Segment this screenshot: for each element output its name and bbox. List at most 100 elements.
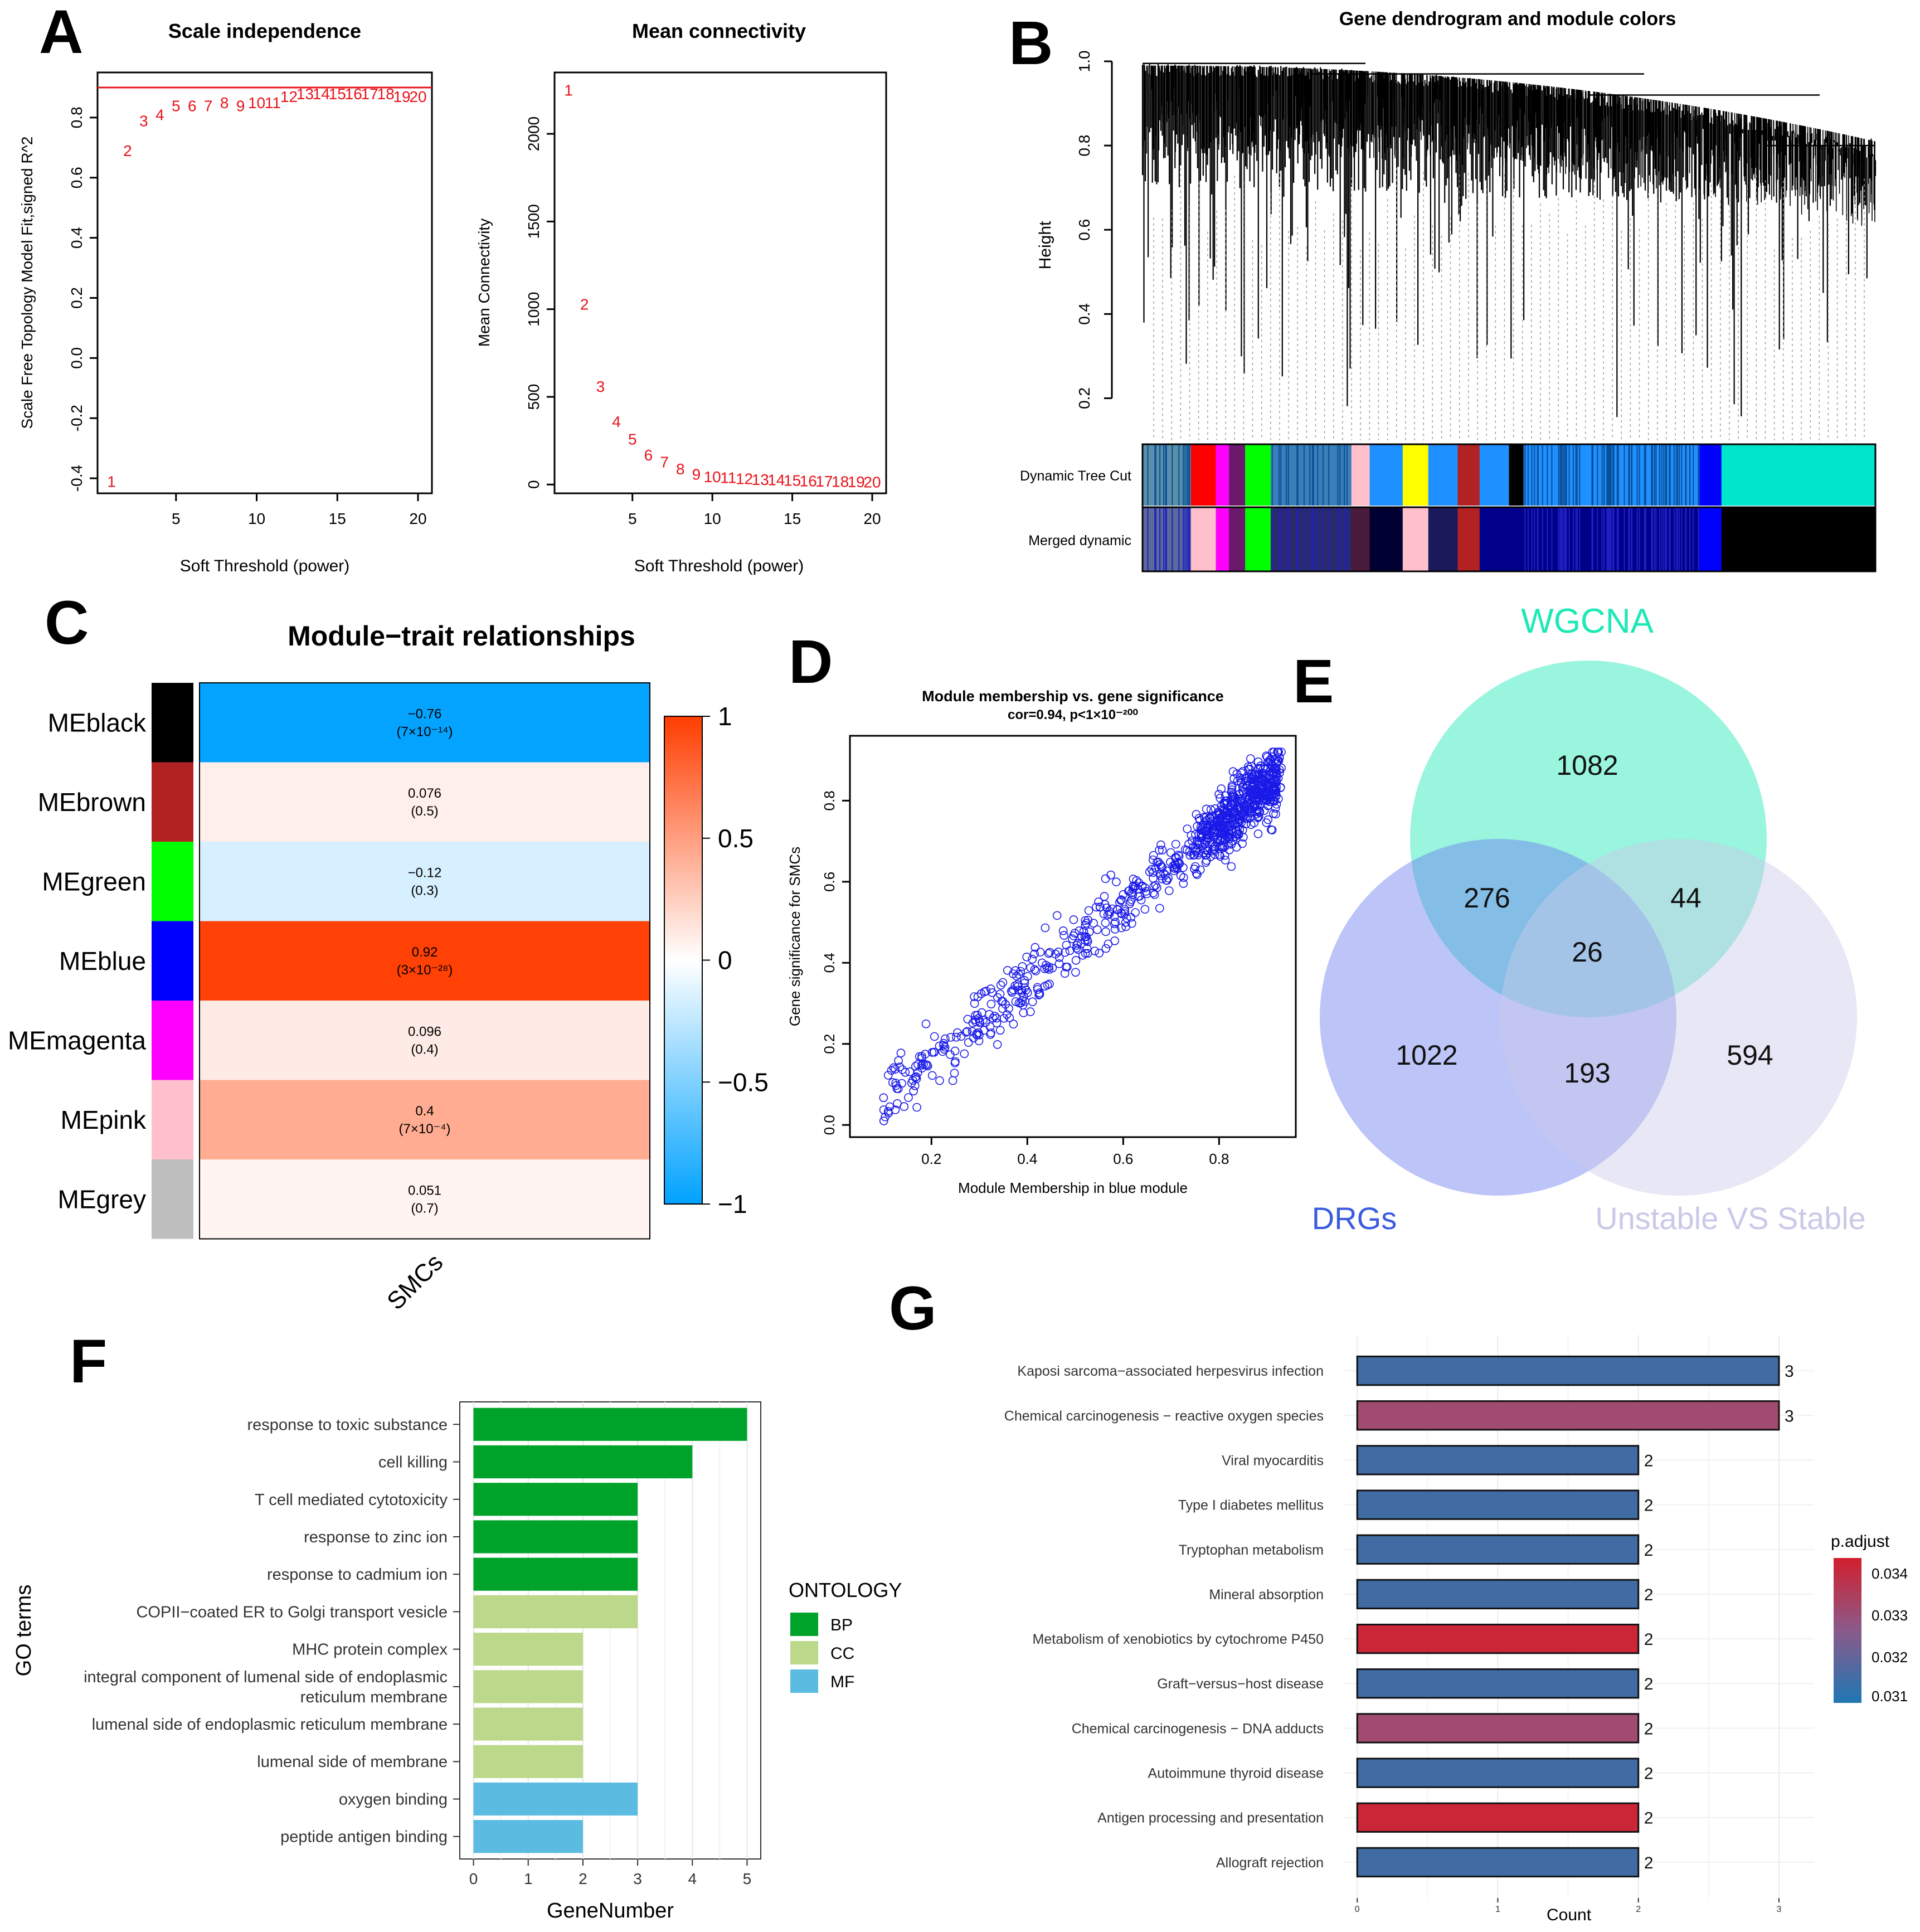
- module-segment: [1428, 444, 1458, 506]
- bar: [473, 1407, 747, 1441]
- panel-e-venn: WGCNA DRGs Unstable VS Stable 1082 1022 …: [1312, 602, 1866, 1236]
- y-tick-label: 0.8: [821, 790, 838, 810]
- cell-value: 0.051: [408, 1183, 441, 1198]
- module-color-swatch: [152, 683, 193, 763]
- point-label: 17: [361, 85, 378, 103]
- bar: [1356, 1758, 1640, 1788]
- bar-value-label: 2: [1644, 1630, 1654, 1649]
- category-labels: response to toxic substance cell killing T…: [84, 1416, 460, 1846]
- x-tick-label: 0.8: [1209, 1151, 1229, 1167]
- panel-letter-c: C: [45, 589, 89, 657]
- heatmap-cell: [200, 762, 650, 842]
- chart-title: Scale independence: [168, 20, 361, 42]
- x-ticks: 0 1 2 3: [1355, 1898, 1781, 1914]
- cell-value: −0.12: [408, 865, 442, 880]
- module-segment: [1229, 507, 1246, 571]
- category-label: Metabolism of xenobiotics by cytochrome …: [1033, 1632, 1324, 1647]
- x-tick-label: 3: [1776, 1905, 1781, 1914]
- module-segment: [1271, 507, 1352, 571]
- point-label: 14: [313, 85, 330, 103]
- legend-tick-label: 0.5: [718, 824, 754, 853]
- cell-pvalue: (7×10⁻¹⁴): [396, 724, 453, 739]
- x-tick-label: 1: [524, 1870, 533, 1887]
- point-label: 19: [848, 473, 865, 491]
- point-label: 18: [832, 473, 849, 491]
- legend-tick: 0.034: [1872, 1565, 1908, 1582]
- y-tick-label: 0.4: [68, 227, 85, 249]
- x-axis-label: Soft Threshold (power): [180, 557, 350, 575]
- x-axis-label: Count: [1547, 1906, 1592, 1924]
- y-tick-label: 0: [525, 480, 542, 489]
- module-color-swatch: [152, 762, 193, 842]
- y-axis-label: Gene significance for SMCs: [786, 847, 803, 1026]
- cell-pvalue: (0.5): [411, 804, 438, 819]
- chart-title: Mean connectivity: [632, 20, 806, 42]
- cell-value: −0.76: [408, 706, 442, 721]
- category-labels: Kaposi sarcoma−associated herpesvirus in…: [1004, 1363, 1324, 1871]
- x-tick-label: 5: [628, 510, 637, 527]
- bar-value-label: 2: [1644, 1541, 1654, 1560]
- y-axis-label: Scale Free Topology Model Fit,signed R^2: [18, 137, 36, 429]
- module-segment: [1428, 507, 1458, 571]
- y-tick-label: 1500: [525, 204, 542, 239]
- chart-subtitle: cor=0.94, p<1×10⁻²⁰⁰: [1008, 707, 1138, 722]
- y-tick-label: 1000: [525, 292, 542, 327]
- legend: ONTOLOGY BP CC MF: [789, 1579, 902, 1693]
- module-color-swatch: [152, 842, 193, 921]
- category-label: peptide antigen binding: [280, 1828, 448, 1846]
- legend-tick-label: −0.5: [718, 1067, 769, 1096]
- module-color-swatch: [152, 1159, 193, 1239]
- category-label: Chemical carcinogenesis − reactive oxyge…: [1004, 1408, 1324, 1424]
- module-segment: [1369, 444, 1403, 506]
- module-segment: [1245, 444, 1271, 506]
- point-label: 16: [800, 472, 817, 489]
- category-label: Chemical carcinogenesis − DNA adducts: [1072, 1721, 1324, 1736]
- panel-b-dendrogram: Gene dendrogram and module colors 0.2 0.4…: [1020, 8, 1877, 572]
- panel-letter-a: A: [39, 0, 83, 66]
- category-label: Mineral absorption: [1209, 1587, 1324, 1603]
- bar: [473, 1483, 638, 1516]
- category-label: COPII−coated ER to Golgi transport vesic…: [136, 1603, 448, 1621]
- category-label: lumenal side of endoplasmic reticulum me…: [92, 1716, 448, 1734]
- module-segment: [1699, 507, 1722, 571]
- module-label: MEbrown: [38, 788, 146, 817]
- cell-pvalue: (0.3): [411, 883, 438, 898]
- panel-letter-f: F: [70, 1327, 107, 1396]
- bar-value-label: 3: [1785, 1407, 1794, 1425]
- category-label: response to zinc ion: [304, 1528, 448, 1546]
- x-tick-label: 1: [1495, 1905, 1500, 1914]
- module-segment: [1721, 444, 1875, 506]
- x-tick-label: 0.2: [921, 1151, 941, 1167]
- legend-tick-label: 0: [718, 946, 732, 975]
- point-label: 17: [815, 473, 833, 490]
- bar-value-label: 2: [1644, 1675, 1654, 1693]
- bar-value-label: 2: [1644, 1765, 1654, 1783]
- x-tick-label: 5: [172, 510, 181, 527]
- bar-value-label: 2: [1644, 1452, 1654, 1470]
- venn-count-wgcna-only: 1082: [1556, 750, 1618, 781]
- module-segment: [1402, 444, 1428, 506]
- point-label: 4: [612, 413, 621, 430]
- plot-frame: [849, 735, 1297, 1138]
- module-segment: [1216, 444, 1229, 506]
- venn-circle-unstable: [1500, 839, 1857, 1196]
- category-label: lumenal side of membrane: [257, 1753, 448, 1771]
- category-label: Type I diabetes mellitus: [1178, 1498, 1324, 1513]
- bar: [473, 1633, 583, 1666]
- x-tick-label: 20: [409, 510, 426, 527]
- bar: [1356, 1489, 1640, 1520]
- bar: [1356, 1579, 1640, 1610]
- heatmap-cell: [200, 683, 650, 763]
- panel-letter-d: D: [789, 628, 833, 696]
- point-label: 15: [784, 472, 801, 489]
- y-tick-label: 1.0: [1076, 51, 1093, 72]
- point-label: 4: [155, 106, 164, 124]
- bar: [1356, 1802, 1640, 1833]
- cell-pvalue: (7×10⁻⁴): [398, 1122, 450, 1137]
- panel-d-scatter: Module membership vs. gene significance …: [786, 688, 1297, 1196]
- module-segment: [1721, 507, 1875, 571]
- bar: [473, 1782, 638, 1816]
- plot-frame: [553, 71, 887, 494]
